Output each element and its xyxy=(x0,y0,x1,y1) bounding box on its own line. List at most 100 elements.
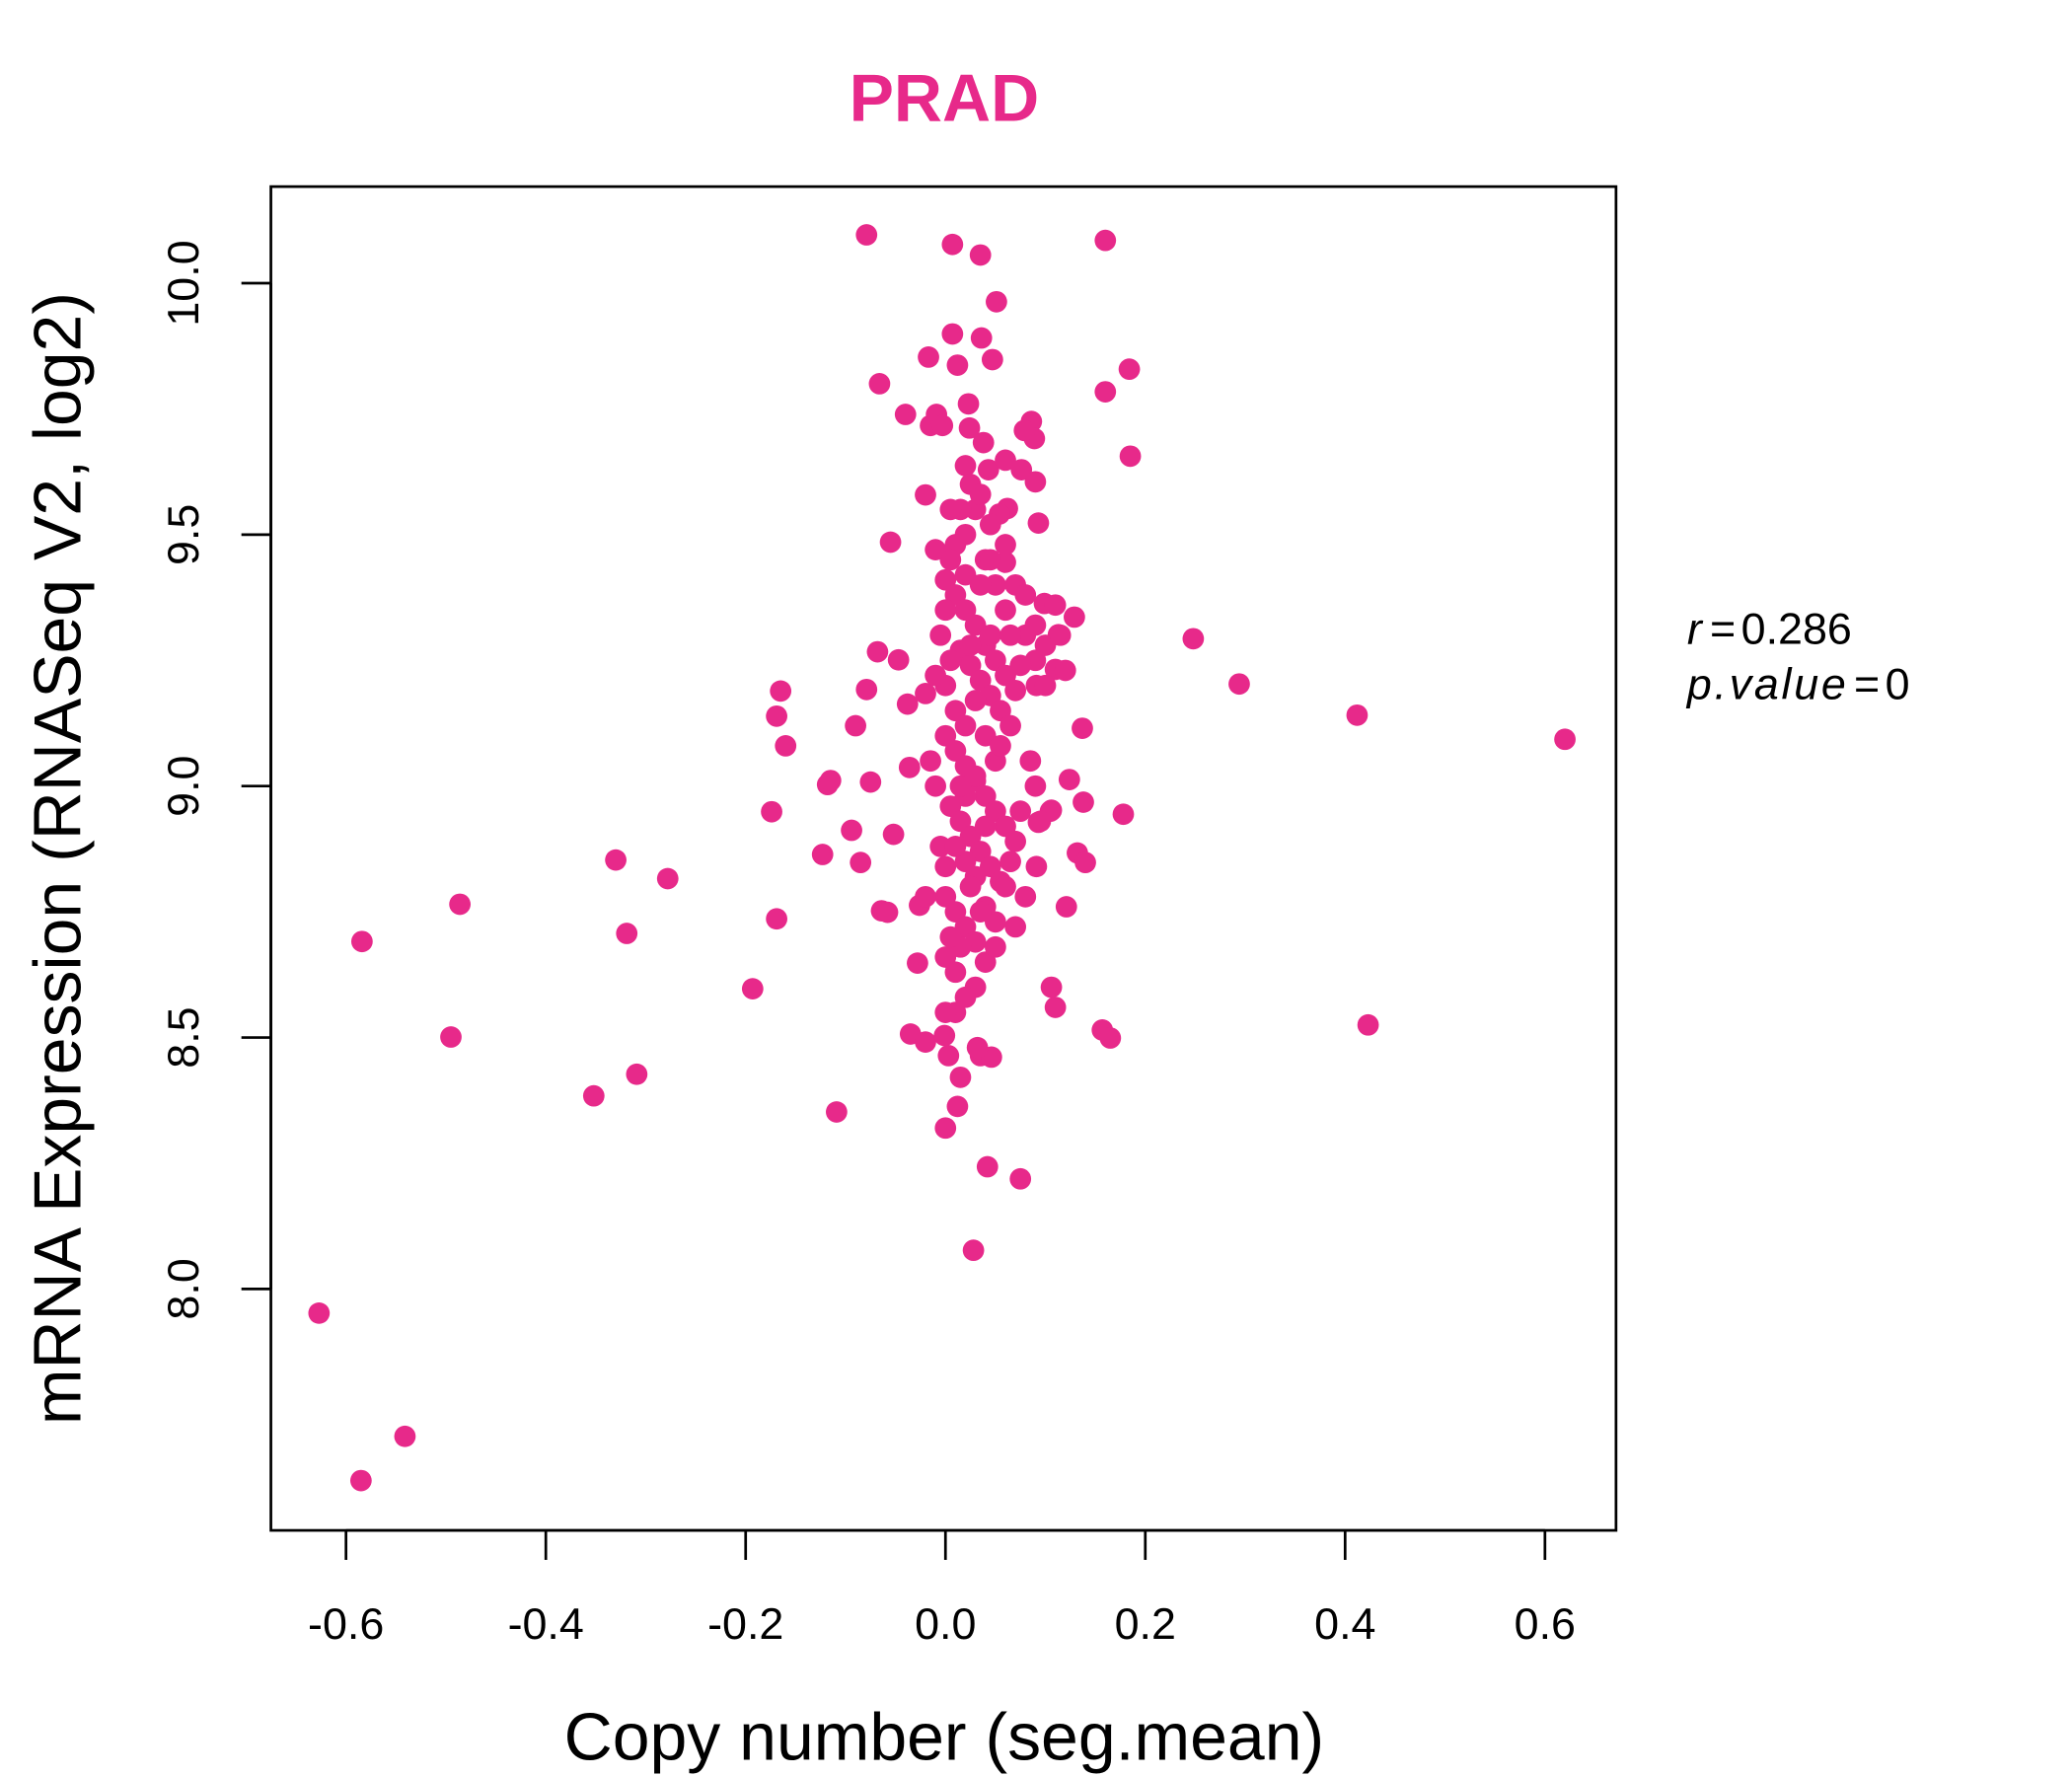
data-point xyxy=(1118,358,1141,381)
data-point xyxy=(969,901,992,923)
data-point xyxy=(1019,750,1042,773)
x-tick-label: 0.2 xyxy=(1115,1598,1176,1649)
x-tick-label: -0.4 xyxy=(508,1598,584,1649)
data-point xyxy=(969,483,992,505)
chart-title: PRAD xyxy=(850,61,1040,136)
data-point xyxy=(979,549,1001,571)
data-point xyxy=(995,449,1016,472)
data-point xyxy=(970,327,993,349)
data-point xyxy=(934,1001,957,1023)
data-point xyxy=(925,664,946,687)
data-point xyxy=(775,735,797,757)
data-point xyxy=(974,785,997,807)
data-point xyxy=(944,740,967,762)
data-point xyxy=(605,849,627,871)
data-point xyxy=(999,714,1021,737)
data-point xyxy=(1014,885,1037,908)
data-point xyxy=(979,624,1001,646)
data-point xyxy=(887,648,910,671)
data-point xyxy=(1009,800,1032,823)
data-point xyxy=(882,823,905,846)
data-point xyxy=(626,1063,648,1085)
data-point xyxy=(894,404,917,425)
data-point xyxy=(920,750,941,773)
data-point xyxy=(915,885,936,908)
data-point xyxy=(1064,606,1085,629)
x-tick-label: -0.2 xyxy=(707,1598,783,1649)
data-point xyxy=(1112,803,1135,826)
data-point xyxy=(929,835,952,857)
data-point xyxy=(985,935,1006,958)
data-point xyxy=(966,1036,989,1059)
data-point xyxy=(449,893,471,916)
data-point xyxy=(944,700,967,722)
data-point xyxy=(999,624,1021,646)
data-point xyxy=(1094,381,1117,403)
p-label: p.value xyxy=(1685,658,1849,708)
svg-text:r=0.286: r = 0.286 xyxy=(1687,604,1852,654)
data-point xyxy=(915,683,936,704)
data-point xyxy=(1029,810,1052,833)
data-point xyxy=(969,244,992,266)
y-tick-label: 9.5 xyxy=(158,504,208,565)
data-point xyxy=(741,978,764,999)
data-point xyxy=(1024,775,1047,797)
data-point xyxy=(925,775,946,797)
data-point xyxy=(1058,769,1080,790)
p-value: 0 xyxy=(1886,658,1910,708)
data-point xyxy=(934,568,957,591)
data-point xyxy=(770,680,792,703)
data-point xyxy=(934,855,957,878)
data-point xyxy=(986,290,1007,313)
data-point xyxy=(1040,976,1063,999)
x-tick-label: 0.0 xyxy=(915,1598,976,1649)
data-point xyxy=(394,1425,416,1447)
data-point xyxy=(855,678,878,701)
data-point xyxy=(954,714,977,737)
data-point xyxy=(995,599,1016,622)
svg-text:p.value=0: p.value = 0 xyxy=(1685,658,1910,708)
data-point xyxy=(811,844,834,865)
data-point xyxy=(974,815,997,838)
data-point xyxy=(939,649,962,672)
data-point xyxy=(1554,728,1576,751)
data-point xyxy=(1024,614,1047,636)
data-point xyxy=(1054,659,1076,682)
data-point xyxy=(855,224,878,246)
y-tick-label: 8.5 xyxy=(158,1006,208,1068)
r-label: r xyxy=(1687,604,1704,654)
data-point xyxy=(1004,679,1027,702)
data-point xyxy=(949,810,972,833)
data-point xyxy=(766,908,787,930)
data-point xyxy=(974,951,997,973)
correlation-annotation: r = 0.286 p.value = 0 xyxy=(1685,604,1910,709)
x-axis-label: Copy number (seg.mean) xyxy=(564,1699,1324,1774)
data-point xyxy=(944,584,967,606)
data-point xyxy=(976,1155,999,1178)
data-point xyxy=(1055,896,1077,918)
data-point xyxy=(934,724,957,747)
data-point xyxy=(1094,229,1117,252)
data-point xyxy=(959,654,982,677)
data-point xyxy=(1049,624,1072,646)
data-point xyxy=(995,815,1016,838)
data-point xyxy=(1072,717,1093,739)
data-point xyxy=(981,348,1003,371)
data-point xyxy=(1009,1167,1032,1190)
data-point xyxy=(1357,1013,1379,1036)
data-point xyxy=(826,1101,848,1123)
data-point xyxy=(990,700,1011,722)
data-point xyxy=(954,986,977,1008)
data-point xyxy=(1004,916,1027,938)
data-point xyxy=(876,901,899,924)
data-point xyxy=(954,455,977,477)
data-point xyxy=(907,952,928,974)
data-point xyxy=(819,770,842,791)
data-point xyxy=(898,756,921,778)
data-point xyxy=(896,693,919,715)
data-point xyxy=(939,925,962,948)
data-point xyxy=(946,1095,969,1118)
data-point xyxy=(934,599,957,622)
data-point xyxy=(925,539,946,561)
data-point xyxy=(1119,445,1142,468)
